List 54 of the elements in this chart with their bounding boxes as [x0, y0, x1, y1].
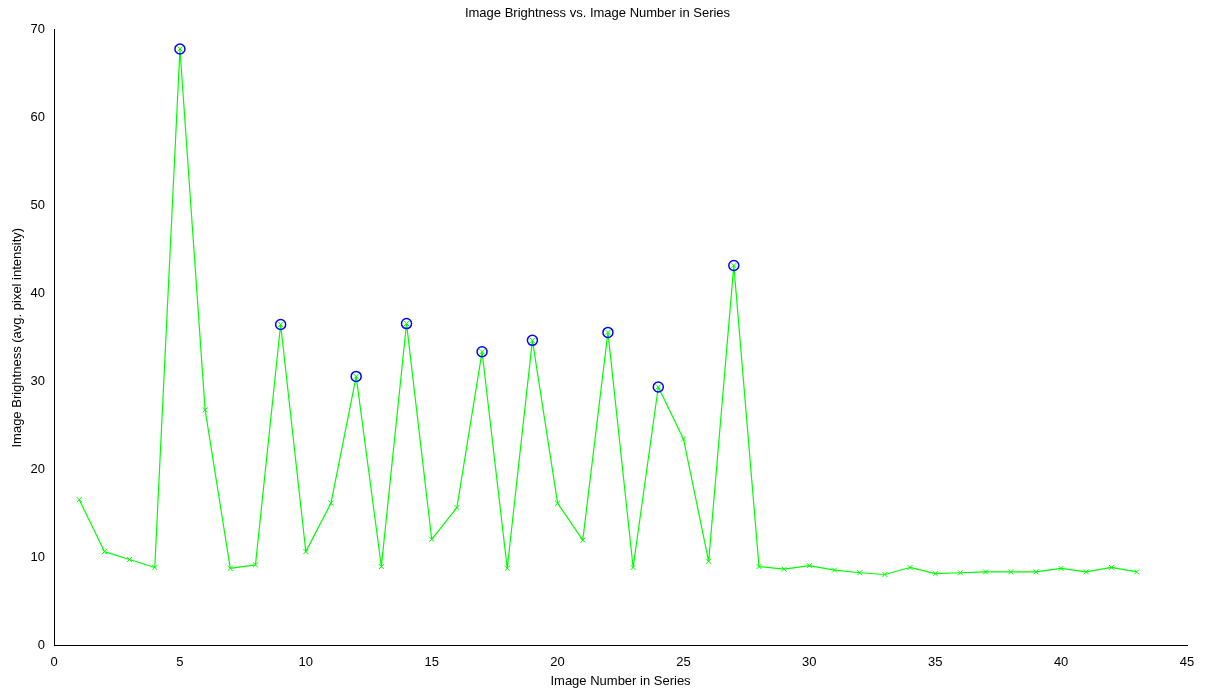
- point: [76, 496, 83, 503]
- point: [680, 435, 687, 442]
- x-tick-label: 0: [50, 654, 58, 670]
- point: [932, 570, 939, 577]
- x-axis-title: Image Number in Series: [550, 672, 692, 688]
- point: [202, 406, 209, 413]
- y-tick-label: 10: [30, 549, 46, 565]
- point: [781, 566, 788, 573]
- y-tick-label: 20: [30, 461, 46, 477]
- point: [806, 562, 813, 569]
- point: [554, 500, 561, 507]
- point: [856, 569, 863, 576]
- point: [302, 548, 309, 555]
- point: [151, 564, 158, 571]
- point: [982, 568, 989, 575]
- point: [453, 504, 460, 511]
- x-tick-label: 20: [550, 654, 565, 670]
- x-tick-label: 35: [928, 654, 943, 670]
- point: [579, 537, 586, 544]
- point: [881, 571, 888, 578]
- y-tick-label: 70: [30, 21, 46, 37]
- point: [101, 548, 108, 555]
- y-tick-label: 60: [30, 109, 46, 125]
- point: [831, 567, 838, 574]
- point: [756, 563, 762, 570]
- chart-title: Image Brightness vs. Image Number in Series: [464, 5, 731, 21]
- point: [428, 536, 435, 543]
- y-tick-label: 0: [37, 637, 46, 653]
- x-tick-label: 30: [802, 654, 817, 670]
- y-tick-label: 40: [30, 285, 46, 301]
- y-axis-title: Image Brightness (avg. pixel intensity): [9, 227, 25, 448]
- y-tick-label: 30: [30, 373, 46, 389]
- x-tick-label: 45: [1179, 654, 1195, 670]
- point: [957, 569, 964, 576]
- point: [1133, 568, 1140, 575]
- x-tick-label: 5: [176, 654, 184, 670]
- point: [328, 500, 334, 507]
- point: [252, 561, 259, 568]
- x-tick-label: 10: [298, 654, 314, 670]
- point: [227, 565, 234, 572]
- x-tick-label: 40: [1053, 654, 1069, 670]
- point: [126, 556, 133, 563]
- point: [630, 564, 637, 571]
- y-tick-label: 50: [30, 197, 46, 213]
- point: [907, 564, 914, 571]
- point: [1083, 568, 1090, 575]
- x-tick-label: 25: [676, 654, 691, 670]
- point: [1007, 568, 1014, 575]
- point: [378, 563, 385, 570]
- point: [1058, 565, 1065, 572]
- point: [705, 558, 712, 565]
- point: [1032, 568, 1039, 575]
- point: [504, 565, 511, 572]
- x-tick-label: 15: [424, 654, 439, 670]
